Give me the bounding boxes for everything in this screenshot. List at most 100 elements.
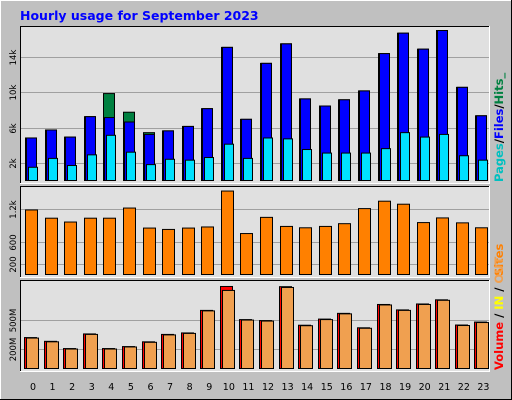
legend-top-part-4: Hits_ [492,73,507,105]
y-tick-label-2-1: 500M [9,309,19,333]
x-tick-label-12: 12 [262,382,274,393]
bar-pages-16 [341,152,351,182]
bar-pages-21 [439,133,449,181]
bar-sites-5 [123,207,136,275]
bar-volume-out-2 [65,348,78,370]
panel-background-2 [20,280,490,372]
bar-volume-out-7 [163,334,176,370]
bar-volume-out-5 [124,346,137,370]
bar-pages-8 [185,159,195,182]
x-tick-label-7: 7 [167,382,173,393]
x-tick-label-16: 16 [340,382,352,393]
bar-volume-out-9 [202,310,215,369]
bar-pages-5 [126,151,136,181]
bar-volume-out-14 [300,325,313,370]
legend-top-part-2: Files [492,108,506,139]
bar-volume-out-16 [339,313,352,369]
bar-pages-14 [302,149,312,181]
legend-bottom-part-1: / [492,310,506,322]
x-tick-label-23: 23 [477,382,489,393]
y-tick-label-0-0: 2k [9,158,19,168]
bar-sites-10 [221,190,234,275]
y-tick-label-2-0: 200M [9,338,19,362]
bar-sites-23 [475,227,488,276]
legend-sites: Sites [492,243,506,276]
bar-pages-20 [420,136,430,182]
y-tick-label-0-2: 10k [9,85,19,101]
bar-sites-4 [103,217,116,275]
legend-top-part-3: / [492,104,506,109]
y-tick-label-0-3: 14k [9,50,19,66]
bar-sites-18 [378,200,391,275]
bar-volume-out-15 [320,319,333,370]
bar-pages-9 [204,157,214,182]
x-tick-label-15: 15 [321,382,333,393]
bar-volume-out-11 [241,319,254,369]
bar-pages-22 [459,155,469,182]
bar-pages-1 [48,157,58,182]
bar-pages-2 [67,165,77,181]
bar-pages-12 [263,137,273,181]
bar-pages-4 [106,134,116,182]
x-tick-label-21: 21 [438,382,450,393]
hour-axis-labels: 0 1 2 3 4 5 6 7 8 9 10 11 12 13 14 15 16 17 18 19 20 21 22 23 [30,382,489,393]
bar-sites-9 [201,226,214,275]
legend-pages-files-hits: Pages/Files/Hits_ [492,73,507,182]
bar-sites-16 [338,223,351,275]
bar-pages-19 [400,132,410,182]
legend-middle-part-0: Sites [492,243,506,276]
x-tick-label-2: 2 [69,382,75,393]
bar-sites-13 [280,225,293,276]
bar-pages-18 [381,148,391,182]
x-tick-label-13: 13 [282,382,294,393]
bar-volume-out-22 [457,325,470,370]
bar-sites-21 [436,217,449,276]
legend-top-part-1: / [492,138,506,143]
bar-volume-out-18 [379,304,392,369]
bar-pages-13 [283,138,293,181]
chart-panels: 2k 6k 10k 14k 200 600 1.2k 200M 500M [9,26,490,372]
x-tick-label-4: 4 [108,382,114,393]
bar-pages-6 [146,164,156,182]
bar-sites-12 [260,216,273,276]
legend-volume-in-out: Volume / IN / OUT [492,256,506,370]
y-tick-label-0-1: 6k [9,123,19,133]
x-tick-label-6: 6 [147,382,153,393]
y-tick-label-1-0: 200 [9,256,19,272]
panel-background-0 [20,26,490,184]
legend-bottom-part-3: / [492,284,506,296]
bar-volume-out-3 [85,333,98,369]
bar-pages-3 [87,154,97,181]
bar-pages-17 [361,152,371,182]
y-tick-label-1-1: 600 [9,234,19,250]
bar-volume-out-4 [104,348,117,370]
bar-volume-out-17 [359,327,372,369]
bar-volume-out-20 [418,303,431,369]
x-tick-label-5: 5 [128,382,134,393]
bar-sites-17 [358,208,371,275]
x-tick-label-3: 3 [89,382,95,393]
bar-volume-out-1 [46,341,59,370]
x-tick-label-17: 17 [360,382,372,393]
x-tick-label-18: 18 [379,382,391,393]
legend-bottom-part-0: Volume [492,322,506,370]
bar-sites-22 [456,222,469,276]
bar-volume-out-19 [398,309,411,370]
bar-volume-out-12 [261,320,274,369]
bar-volume-out-23 [476,322,489,370]
x-tick-label-22: 22 [458,382,470,393]
bar-pages-0 [28,166,38,182]
bar-pages-10 [224,143,234,182]
bar-volume-out-10 [222,289,235,370]
bar-sites-2 [64,221,77,275]
bar-volume-out-0 [26,337,39,369]
bar-pages-11 [243,157,253,182]
bar-volume-out-6 [144,341,157,369]
bar-sites-6 [143,227,156,275]
bar-sites-15 [319,225,332,276]
bar-pages-23 [478,159,488,182]
bar-sites-19 [397,203,410,275]
bar-volume-out-13 [281,286,294,369]
bar-sites-20 [417,222,430,275]
